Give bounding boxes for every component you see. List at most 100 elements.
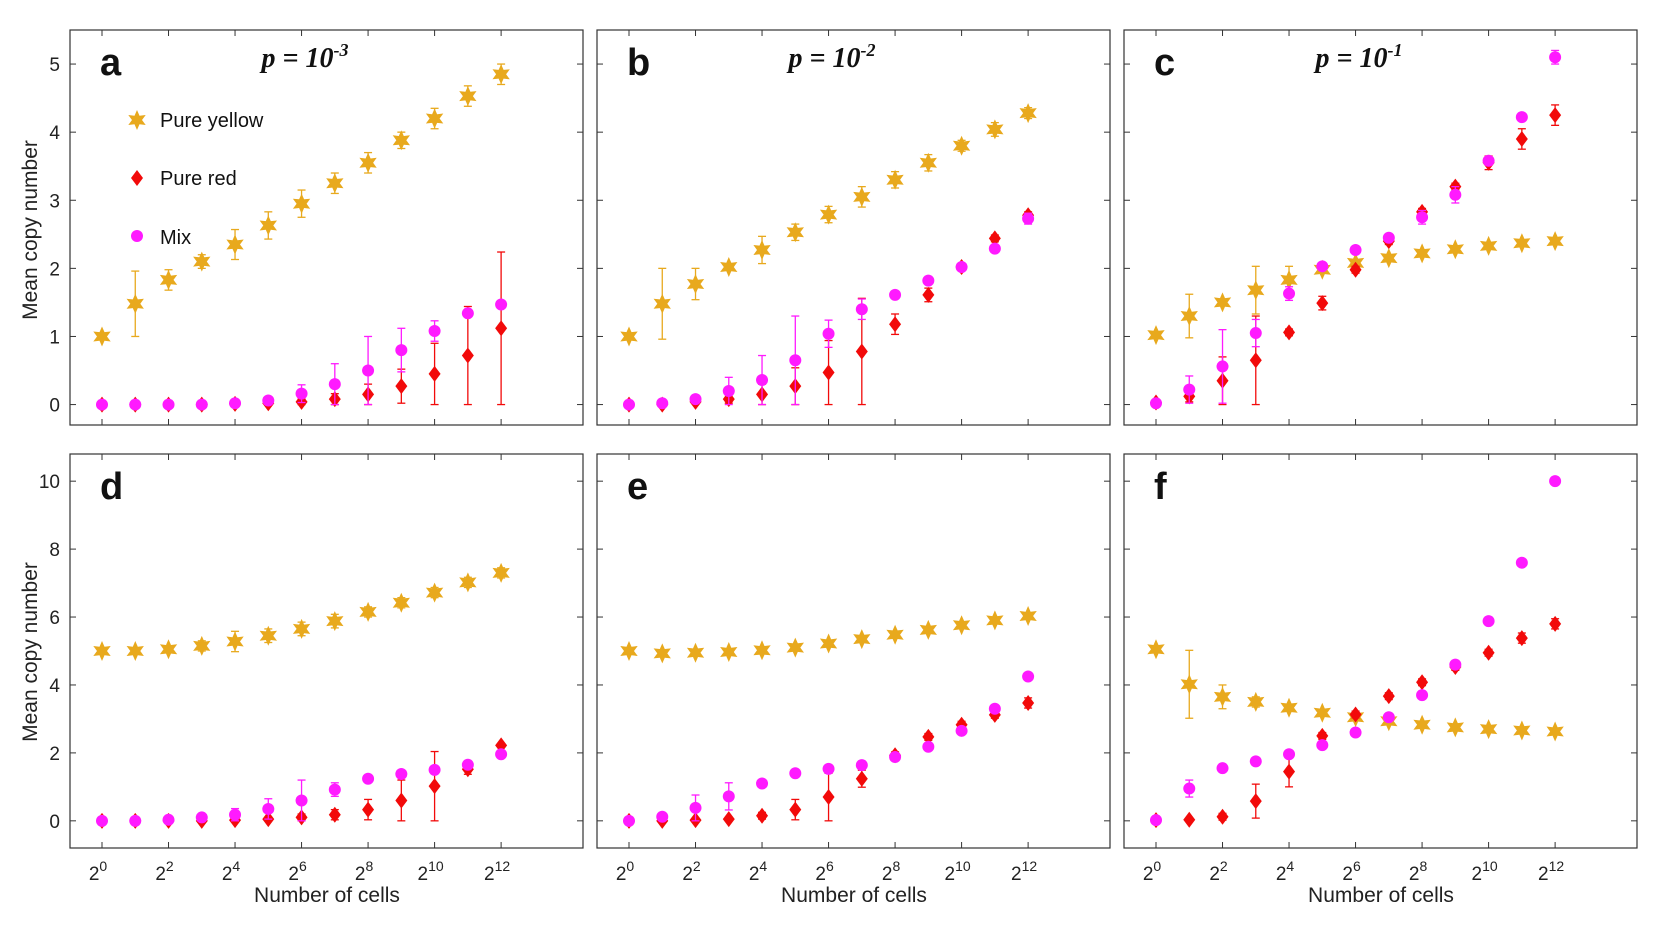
data-point	[1513, 233, 1531, 254]
data-point	[362, 364, 375, 377]
data-point	[1283, 287, 1296, 300]
x-tick-label: 24	[1276, 858, 1295, 885]
data-point	[753, 240, 771, 260]
data-point	[428, 778, 441, 795]
data-point	[1416, 674, 1429, 691]
data-point	[855, 343, 868, 360]
data-point	[262, 394, 275, 407]
data-point	[259, 215, 277, 236]
y-axis-label-bottom: Mean copy number	[19, 562, 42, 742]
data-point	[722, 384, 735, 397]
data-point	[428, 763, 441, 776]
y-tick-label: 4	[49, 123, 60, 144]
data-point	[359, 152, 377, 173]
data-point	[126, 293, 144, 314]
data-point	[1479, 235, 1498, 256]
data-point	[722, 790, 735, 803]
data-point	[392, 592, 410, 613]
data-point	[428, 365, 441, 382]
x-axis-label-f: Number of cells	[1308, 884, 1454, 907]
legend-marker-mix	[131, 230, 143, 242]
data-point	[919, 152, 937, 173]
y-tick-label: 5	[49, 55, 60, 76]
y-tick-label: 6	[49, 608, 60, 629]
data-point	[362, 801, 375, 818]
data-point	[1150, 397, 1162, 410]
data-point	[126, 641, 144, 661]
data-point	[1413, 714, 1431, 735]
data-point	[1549, 475, 1562, 488]
series-mix	[96, 298, 508, 411]
data-point	[459, 572, 477, 593]
data-point	[1180, 674, 1198, 695]
x-tick-label: 20	[89, 858, 108, 885]
data-point	[720, 257, 738, 277]
data-point	[1019, 606, 1037, 626]
x-tick-label: 24	[222, 858, 241, 885]
data-point	[1213, 686, 1232, 707]
data-point	[1249, 755, 1262, 768]
data-point	[889, 288, 902, 301]
data-point	[1449, 658, 1462, 671]
data-point	[461, 307, 474, 320]
data-point	[259, 625, 277, 646]
data-point	[786, 222, 804, 243]
data-point	[952, 615, 971, 636]
data-point	[495, 320, 508, 337]
data-point	[359, 601, 377, 622]
data-point	[1413, 243, 1431, 264]
panel-letter-f: f	[1154, 466, 1167, 508]
data-point	[162, 813, 175, 826]
x-tick-label: 212	[484, 858, 510, 885]
data-point	[229, 808, 242, 821]
y-tick-label: 4	[49, 676, 60, 697]
data-point	[1283, 748, 1296, 761]
data-point	[1150, 814, 1162, 827]
data-point	[425, 108, 444, 129]
data-point	[1283, 324, 1296, 341]
series-mix	[623, 670, 1035, 827]
data-point	[328, 806, 341, 823]
data-point	[1380, 248, 1398, 269]
data-point	[722, 811, 735, 828]
data-point	[653, 293, 671, 314]
data-point	[1216, 808, 1229, 825]
data-point	[1249, 793, 1262, 810]
data-point	[988, 702, 1001, 715]
data-point	[1019, 103, 1037, 124]
data-point	[1382, 231, 1395, 244]
plot-frame	[596, 29, 1111, 426]
data-point	[753, 640, 771, 661]
panel-letter-e: e	[627, 466, 648, 508]
data-point	[1513, 720, 1531, 741]
series-mix	[623, 212, 1035, 411]
data-point	[1515, 130, 1528, 147]
data-point	[789, 801, 802, 818]
data-point	[193, 251, 211, 272]
data-point	[853, 629, 871, 650]
x-tick-label: 26	[1342, 858, 1361, 885]
panel-e: 20 22 24 26 28 210 212 e	[596, 453, 1111, 885]
data-point	[855, 303, 868, 316]
data-point	[1316, 739, 1329, 752]
data-point	[195, 811, 208, 824]
data-point	[988, 230, 1001, 247]
data-point	[819, 633, 838, 654]
x-axis-label-d: Number of cells	[254, 884, 400, 907]
plot-frame	[69, 453, 584, 849]
x-tick-label: 22	[1209, 858, 1228, 885]
data-point	[326, 173, 344, 194]
data-point	[395, 767, 408, 780]
x-tick-label: 210	[418, 858, 444, 885]
data-point	[1147, 639, 1165, 660]
y-axis-label-top: Mean copy number	[19, 140, 42, 320]
x-tick-label: 22	[155, 858, 174, 885]
data-point	[1416, 211, 1429, 224]
data-point	[226, 234, 244, 255]
x-tick-label: 22	[682, 858, 701, 885]
data-point	[1280, 269, 1298, 290]
data-point	[295, 387, 308, 400]
data-point	[656, 397, 669, 410]
data-point	[1183, 383, 1196, 396]
plot-frame	[1123, 29, 1638, 426]
